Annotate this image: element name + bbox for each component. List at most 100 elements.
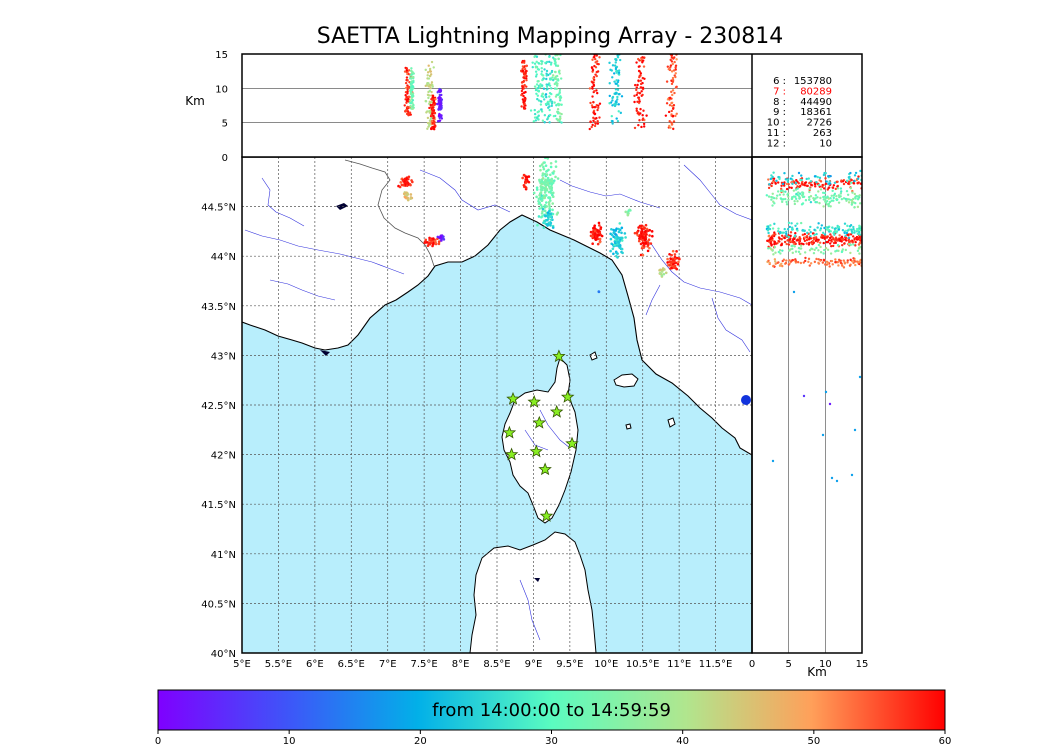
lightning-source [778,249,782,252]
lightning-source [591,232,595,235]
lightning-source [522,71,525,75]
lightning-source [545,72,548,75]
lightning-source [664,271,668,275]
lightning-source [817,243,821,247]
lightning-source [437,108,440,111]
lightning-source [640,86,643,89]
lightning-source [768,227,772,231]
station-star [538,462,552,476]
lightning-source [520,93,523,97]
lightning-source [783,171,786,175]
altitude-tick-label: 5 [222,119,228,130]
lightning-source [525,77,528,80]
lightning-source [808,264,811,267]
lightning-source [438,93,442,97]
lightning-source [843,222,847,225]
lightning-source [772,253,775,256]
lightning-source [591,81,594,84]
lightning-source [790,186,793,190]
lightning-source [822,259,826,262]
lightning-source [608,82,611,85]
latitude-tick-label: 42.5°N [201,401,236,412]
lightning-source [781,190,785,193]
figure-title: SAETTA Lightning Mapping Array - 230814 [316,24,784,49]
lightning-source [545,74,548,77]
lightning-source [813,228,816,232]
lightning-source [432,66,435,69]
lightning-source [830,259,834,263]
lightning-source [426,116,430,120]
lightning-source [780,234,784,238]
montecristo-island [625,423,632,430]
lightning-source [593,124,597,128]
lightning-source [795,239,799,242]
lightning-source [767,231,770,235]
lightning-source [410,88,414,92]
lightning-source [409,193,413,196]
lightning-source [536,80,539,83]
lightning-source [544,214,547,218]
lightning-source [832,199,835,202]
lightning-source [624,210,628,214]
lightning-source [675,267,679,271]
lightning-source [558,99,562,102]
lightning-source [549,63,553,66]
lightning-source [781,182,785,186]
lightning-source [405,101,408,104]
lightning-source [779,252,782,255]
lightning-source [848,177,851,180]
station-count-stats: 6 : 153780 7 : 80289 8 : 44490 9 : 18361 10 : 272… [767,76,832,149]
lightning-source [819,180,823,183]
lightning-source [817,190,820,193]
lightning-source [550,179,553,183]
lightning-source [803,251,807,254]
lightning-source [551,56,555,59]
lightning-source [650,230,654,233]
lightning-source [784,197,787,201]
lightning-source [535,73,538,76]
lightning-source [853,260,857,263]
lightning-source [633,94,636,98]
lightning-source [802,261,805,264]
lightning-source [830,240,833,243]
lightning-source [617,244,621,248]
lightning-source [547,106,550,109]
lightning-source [411,107,414,111]
lightning-source [406,198,410,202]
lightning-source [430,90,433,94]
lightning-source [844,238,847,241]
lightning-source [590,125,593,129]
lightning-source [781,264,784,268]
lightning-source [840,240,843,243]
lightning-source [557,110,560,114]
lightning-source [547,168,550,172]
stat-value: 80289 [800,86,832,97]
map-grid [242,157,752,653]
lightning-source [792,195,796,198]
lightning-source [537,114,540,117]
lightning-source [432,128,436,131]
lightning-source [859,225,862,228]
lightning-source [815,246,818,250]
lightning-source [783,240,787,244]
lightning-source [548,82,551,85]
lightning-source [540,84,544,87]
lightning-source [791,182,794,186]
lightning-source [525,175,529,179]
lightning-source [537,199,540,203]
lightning-source [405,95,408,99]
lightning-source [774,182,777,185]
lightning-source [545,222,549,226]
lightning-source [856,177,860,180]
stat-value: 44490 [800,97,832,108]
lightning-source [808,249,812,252]
lightning-source [608,94,611,98]
lightning-source [780,200,784,204]
lightning-source [666,257,669,261]
lightning-source [523,77,526,80]
lightning-source [827,204,831,208]
lightning-source [809,225,812,229]
lightning-source [829,252,833,255]
lightning-source [642,122,646,126]
lightning-source [669,126,672,129]
